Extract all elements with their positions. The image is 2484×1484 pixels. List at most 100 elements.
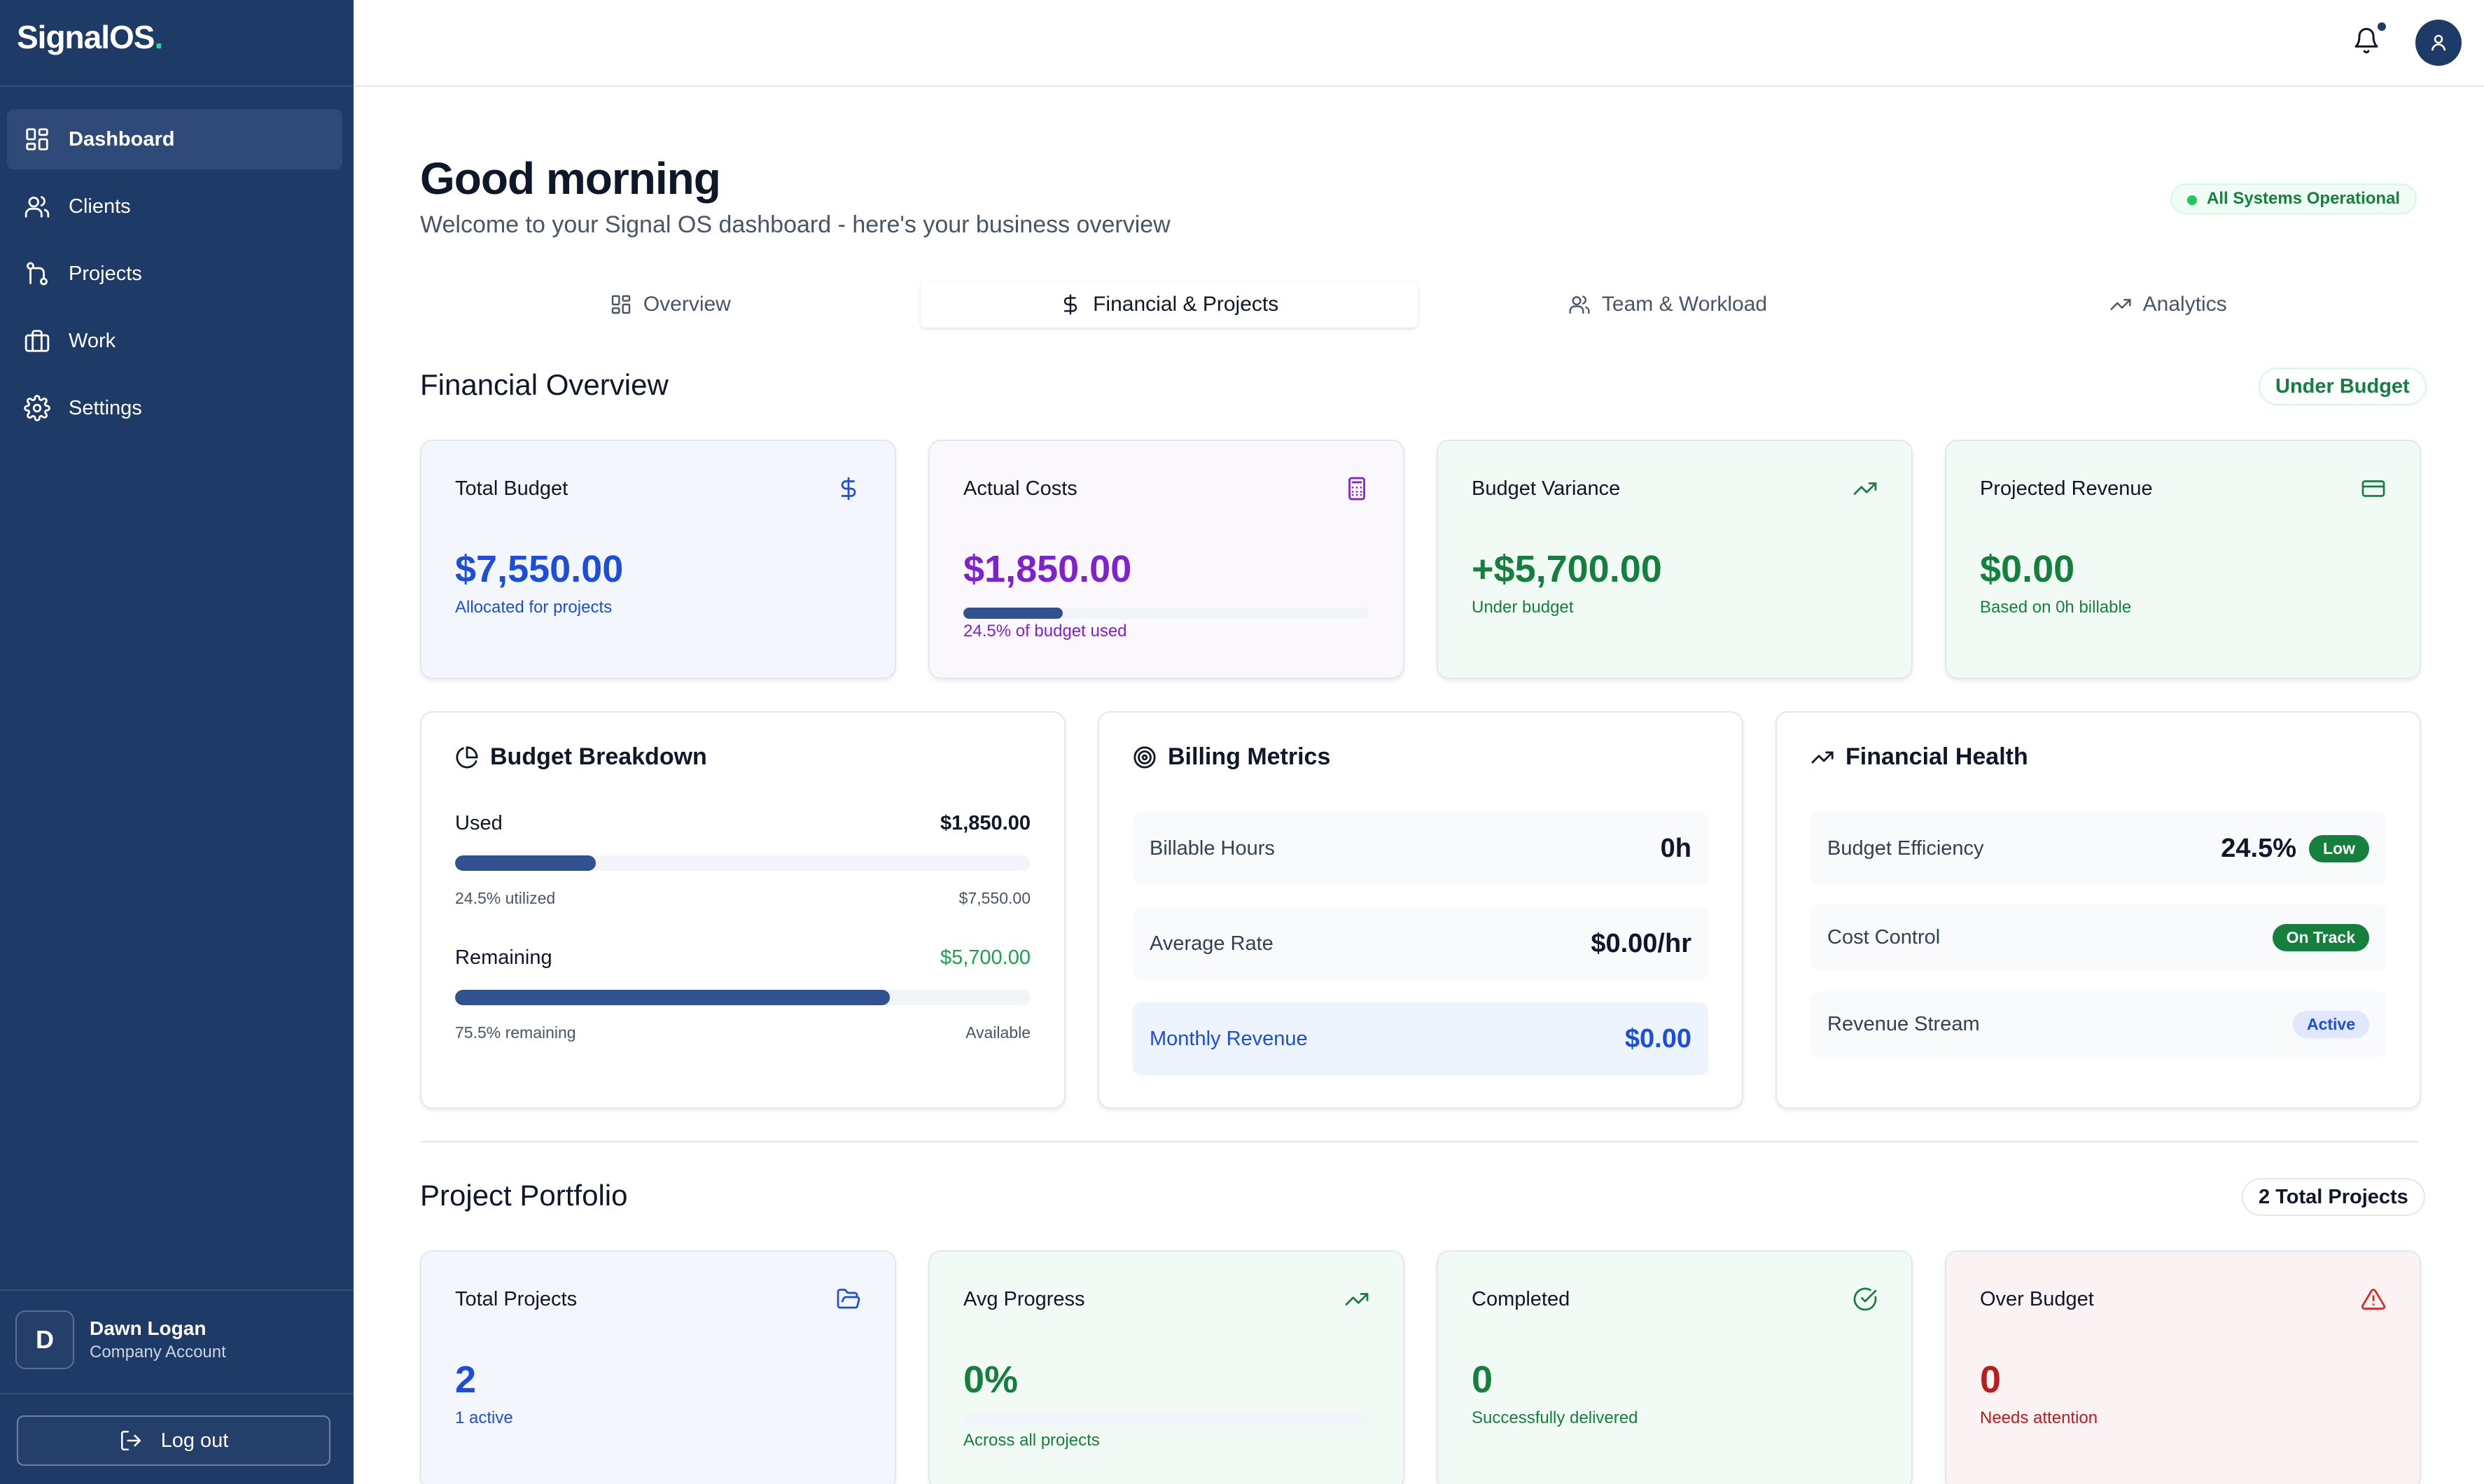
card-subtext: Across all projects — [963, 1431, 1100, 1450]
logout-label: Log out — [160, 1429, 229, 1452]
billing-metrics-panel: Billing Metrics Billable Hours 0h Averag… — [1098, 711, 1743, 1109]
tab-label: Overview — [643, 293, 731, 316]
briefcase-icon — [25, 330, 50, 352]
sidebar-item-projects[interactable]: Projects — [7, 244, 342, 304]
status-badge: On Track — [2272, 923, 2369, 951]
under-budget-badge: Under Budget — [2259, 368, 2427, 405]
profile-button[interactable] — [2415, 20, 2462, 66]
panel-title: Billing Metrics — [1133, 743, 1330, 771]
sidebar-item-work[interactable]: Work — [7, 311, 342, 371]
remaining-value: $5,700.00 — [940, 946, 1031, 969]
remaining-progress — [455, 990, 1031, 1005]
card-value: $0.00 — [1980, 548, 2075, 590]
metric-value: 24.5% — [2221, 833, 2296, 863]
card-title: Total Budget — [455, 477, 568, 500]
dashboard-grid-icon — [611, 295, 631, 314]
tab-label: Financial & Projects — [1093, 293, 1279, 316]
card-value: +$5,700.00 — [1472, 548, 1662, 590]
tab-label: Team & Workload — [1601, 293, 1768, 316]
total-projects-badge: 2 Total Projects — [2242, 1178, 2425, 1216]
notifications-button[interactable] — [2352, 27, 2380, 55]
card-value: 0 — [1980, 1359, 2002, 1401]
total-budget-card: Total Budget $7,550.00 Allocated for pro… — [420, 440, 896, 679]
metric-label: Cost Control — [1827, 925, 1941, 948]
dashboard-grid-icon — [26, 128, 48, 150]
section-divider — [420, 1141, 2418, 1142]
sidebar-item-label: Dashboard — [69, 127, 175, 150]
card-title: Total Projects — [455, 1288, 578, 1310]
metric-value: $0.00/hr — [1591, 928, 1691, 958]
revenue-stream-row: Revenue Stream Active — [1810, 991, 2386, 1057]
page-subtitle: Welcome to your Signal OS dashboard - he… — [420, 211, 1171, 238]
sidebar: SignalOS. Dashboard Clients Projects Wor… — [0, 0, 354, 1484]
app-logo[interactable]: SignalOS. — [17, 19, 163, 55]
card-subtext: Based on 0h billable — [1980, 598, 2132, 617]
tab-analytics[interactable]: Analytics — [1918, 279, 2418, 330]
progress-fill — [963, 608, 1063, 619]
tab-team-workload[interactable]: Team & Workload — [1418, 279, 1918, 330]
budget-total: $7,550.00 — [958, 889, 1031, 907]
remaining-label: Remaining — [455, 946, 552, 969]
trending-up-icon — [1852, 476, 1878, 501]
folder-open-icon — [836, 1287, 861, 1312]
metric-label: Billable Hours — [1150, 836, 1275, 860]
target-icon — [1133, 746, 1156, 769]
card-subtext: Needs attention — [1980, 1408, 2098, 1427]
git-branch-icon — [27, 262, 48, 286]
over-budget-card: Over Budget 0 Needs attention — [1945, 1250, 2421, 1484]
tab-overview[interactable]: Overview — [420, 279, 921, 330]
trending-up-icon — [1344, 1287, 1369, 1312]
logout-icon — [120, 1430, 141, 1451]
projected-revenue-card: Projected Revenue $0.00 Based on 0h bill… — [1945, 440, 2421, 679]
cost-control-row: Cost Control On Track — [1810, 904, 2386, 970]
card-title: Over Budget — [1980, 1288, 2094, 1310]
avatar: D — [15, 1310, 74, 1369]
status-badge: Low — [2309, 834, 2369, 862]
avg-progress-bar — [963, 1414, 1368, 1425]
sidebar-nav: Dashboard Clients Projects Work Settings — [7, 109, 342, 445]
card-subtext: 1 active — [455, 1408, 513, 1427]
progress-fill — [455, 990, 890, 1005]
card-title: Completed — [1472, 1288, 1570, 1310]
metric-value: 0h — [1660, 833, 1691, 863]
card-subtext: Successfully delivered — [1472, 1408, 1638, 1427]
users-icon — [1569, 295, 1590, 314]
tab-label: Analytics — [2142, 293, 2227, 316]
card-title: Actual Costs — [963, 477, 1077, 500]
sidebar-item-clients[interactable]: Clients — [7, 176, 342, 237]
sidebar-divider — [0, 85, 354, 87]
budget-variance-card: Budget Variance +$5,700.00 Under budget — [1437, 440, 1913, 679]
logout-button[interactable]: Log out — [17, 1415, 330, 1466]
metric-value: $0.00 — [1624, 1023, 1691, 1054]
financial-overview-title: Financial Overview — [420, 368, 669, 401]
sidebar-item-dashboard[interactable]: Dashboard — [7, 109, 342, 169]
notification-dot — [2376, 21, 2387, 32]
card-value: 0 — [1472, 1359, 1493, 1401]
trending-up-icon — [2110, 299, 2131, 310]
dashboard-tabs: Overview Financial & Projects Team & Wor… — [420, 279, 2418, 330]
sidebar-item-label: Work — [69, 329, 116, 352]
progress-fill — [455, 855, 596, 871]
top-bar — [354, 0, 2484, 87]
user-name: Dawn Logan — [90, 1317, 207, 1339]
tab-financial-projects[interactable]: Financial & Projects — [920, 281, 1418, 328]
user-profile[interactable]: D Dawn Logan Company Account — [15, 1310, 226, 1369]
remaining-note: Available — [965, 1023, 1031, 1042]
metric-label: Budget Efficiency — [1827, 836, 1984, 860]
sidebar-divider — [0, 1393, 354, 1394]
bell-icon — [2354, 27, 2378, 54]
panel-title: Budget Breakdown — [455, 743, 707, 771]
trending-up-icon — [1811, 751, 1834, 763]
card-subtext: Under budget — [1472, 598, 1574, 617]
card-value: $1,850.00 — [963, 548, 1132, 590]
card-value: 0% — [963, 1359, 1019, 1401]
dollar-icon — [1063, 294, 1077, 315]
users-icon — [25, 196, 50, 218]
user-role: Company Account — [90, 1343, 226, 1362]
actual-costs-card: Actual Costs $1,850.00 24.5% of budget u… — [928, 440, 1404, 679]
financial-health-panel: Financial Health Budget Efficiency 24.5%… — [1775, 711, 2421, 1109]
sidebar-item-settings[interactable]: Settings — [7, 378, 342, 438]
card-subtext: 24.5% of budget used — [963, 622, 1127, 640]
calculator-icon — [1344, 476, 1369, 501]
pie-chart-icon — [456, 746, 478, 768]
